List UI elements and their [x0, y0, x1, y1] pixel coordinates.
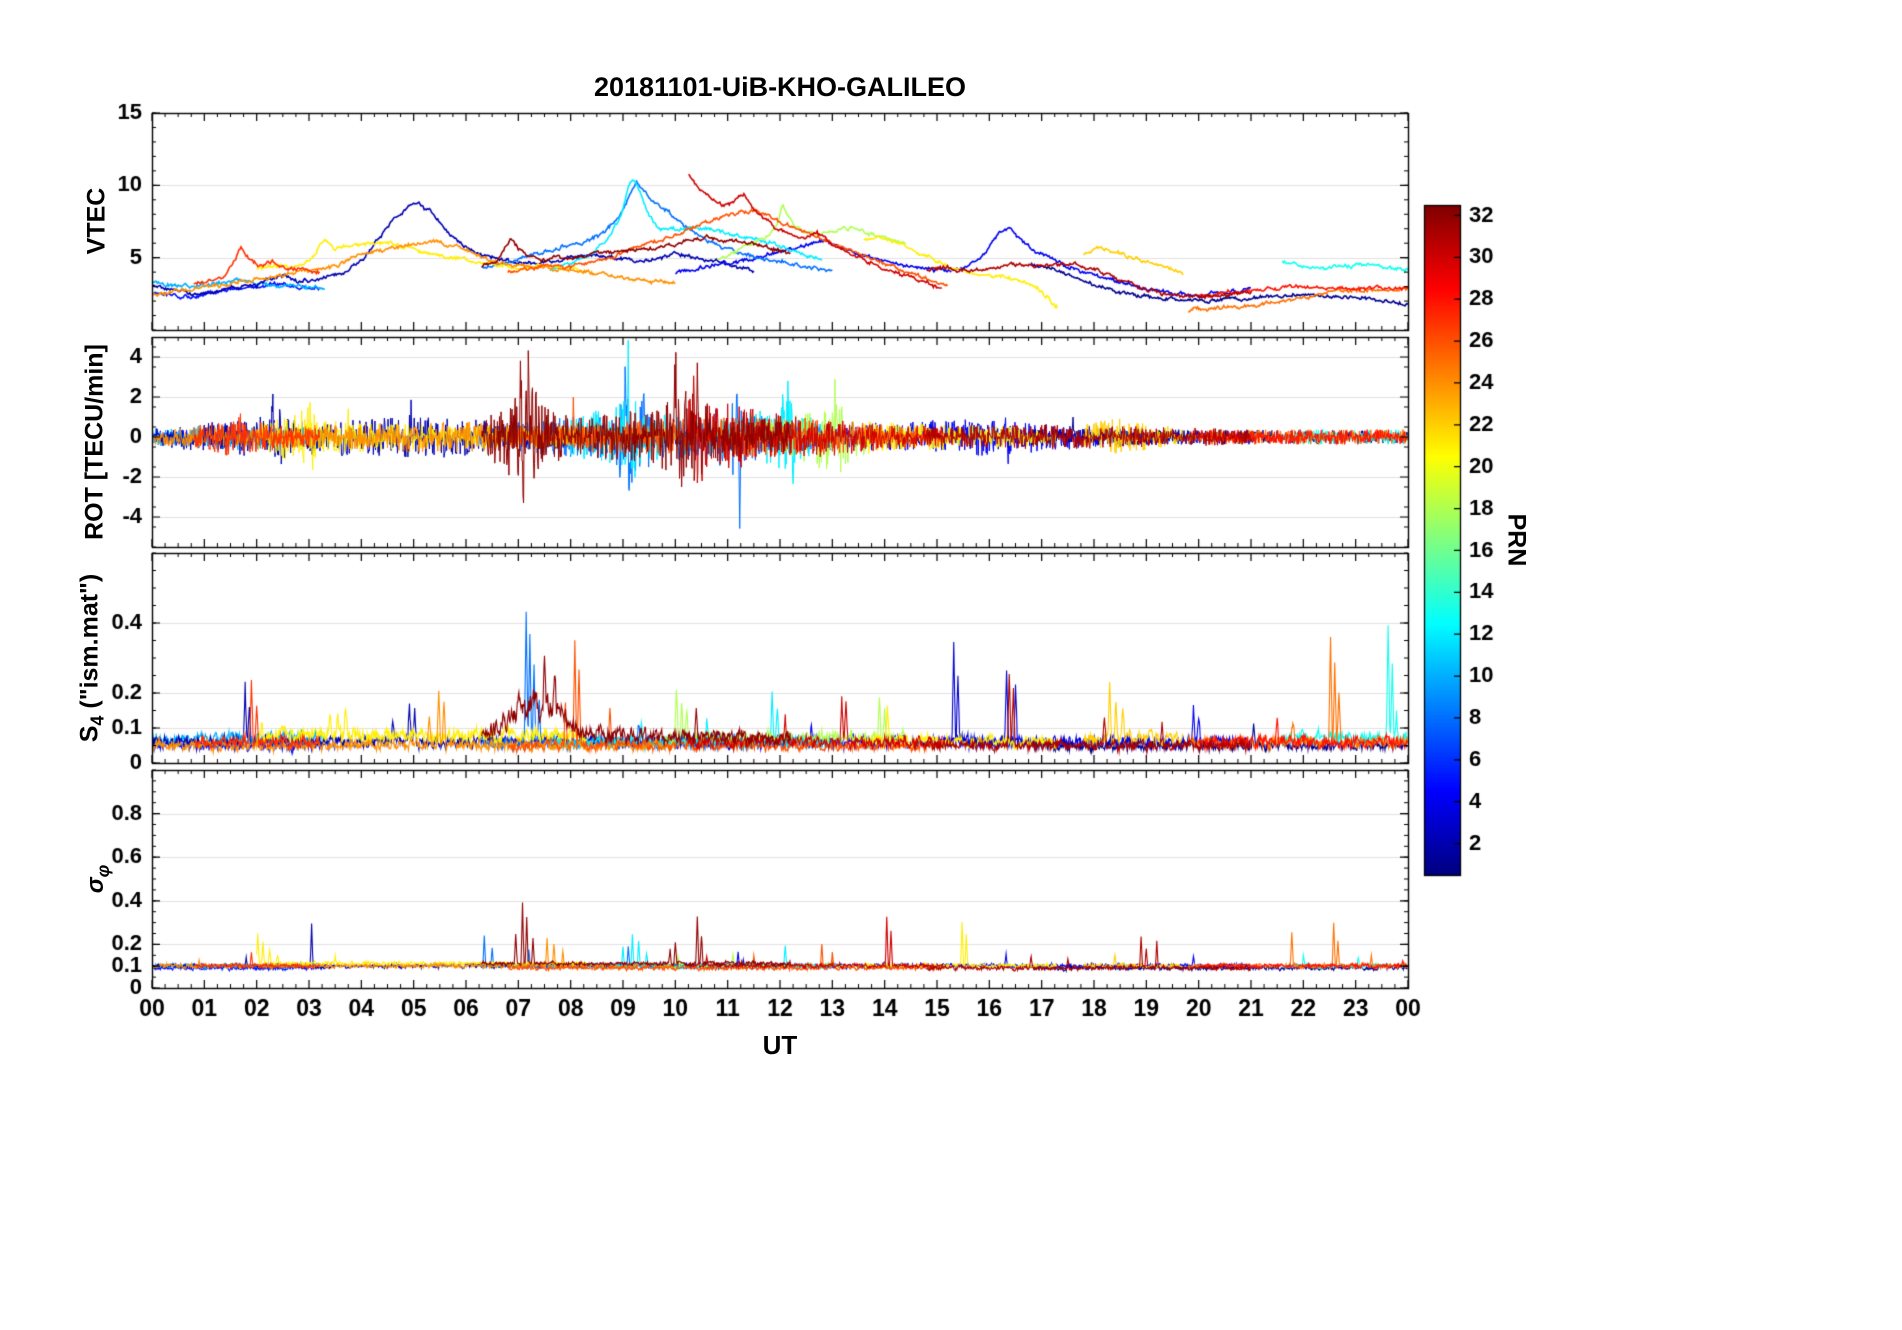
panel-s4 — [152, 553, 1408, 763]
phi-subscript: φ — [92, 864, 113, 878]
s4-suffix: ("ism.mat") — [75, 573, 104, 716]
colorbar — [1424, 205, 1460, 875]
x-axis-label: UT — [762, 1030, 798, 1060]
y-axis-label-rot-text: ROT [TECU/min] — [80, 344, 109, 540]
y-axis-label-sigma-phi: σφ — [82, 865, 114, 894]
s4-subscript: 4 — [87, 715, 108, 726]
y-axis-label-vtec-text: VTEC — [82, 187, 111, 255]
panel-vtec — [152, 113, 1408, 330]
s4-symbol: S — [75, 725, 104, 743]
chart-title: 20181101-UiB-KHO-GALILEO — [593, 72, 967, 102]
colorbar-label: PRN — [1502, 513, 1531, 567]
y-axis-label-s4: S4 ("ism.mat") — [76, 574, 109, 743]
panel-sigma-phi — [152, 770, 1408, 988]
panel-rot — [152, 337, 1408, 547]
y-axis-label-rot: ROT [TECU/min] — [81, 344, 110, 540]
y-axis-label-vtec: VTEC — [83, 188, 112, 255]
sigma-symbol: σ — [82, 877, 110, 894]
